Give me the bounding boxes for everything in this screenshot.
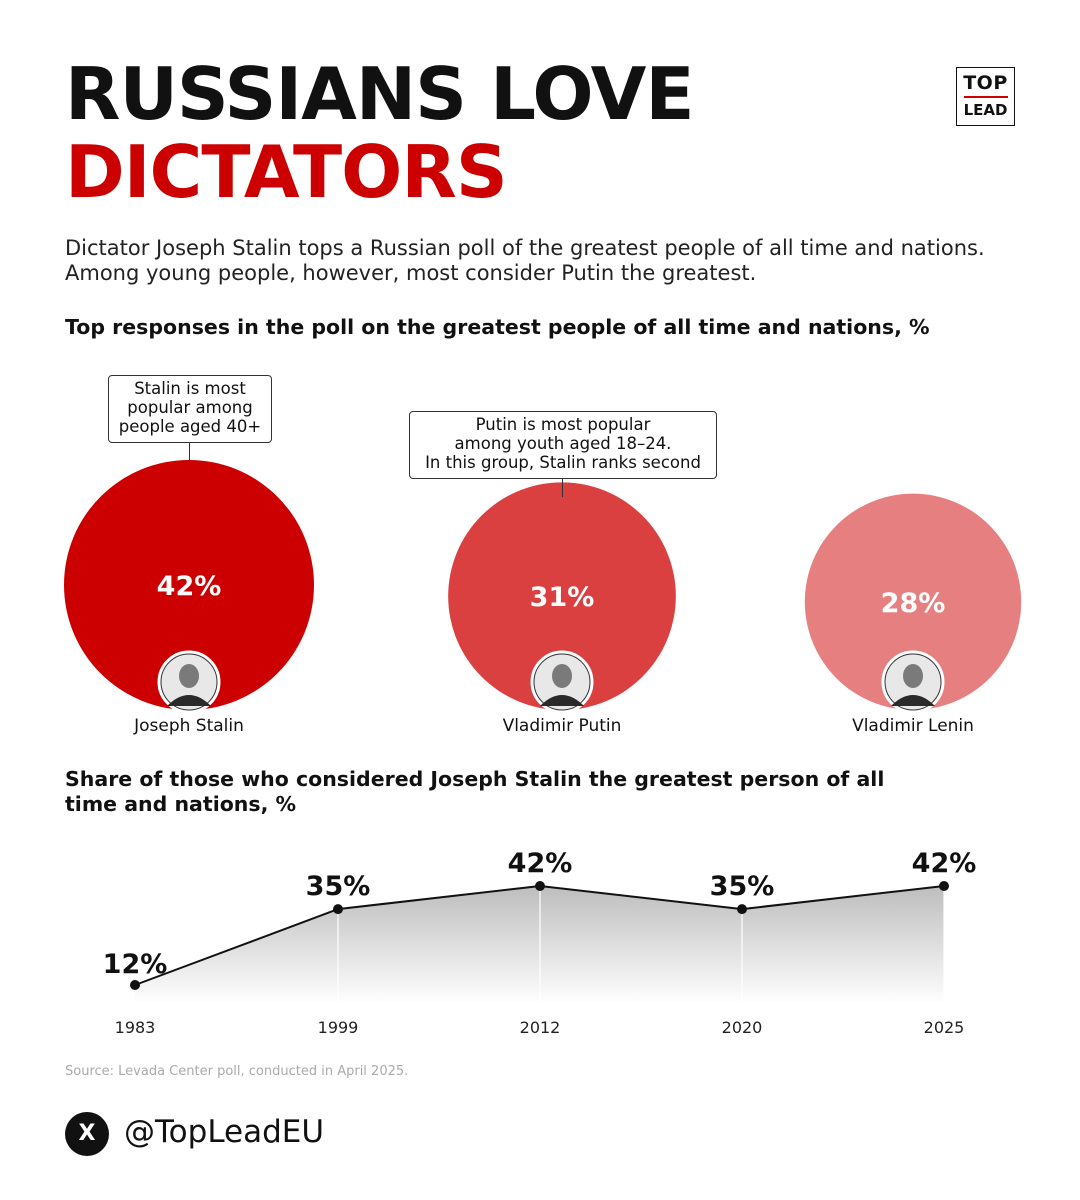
portrait-avatar-1 (530, 650, 594, 714)
logo-bottom-text: LEAD (963, 101, 1008, 119)
callout-putin-line-2: among youth aged 18–24. (454, 434, 672, 453)
year-label-1: 1999 (318, 1018, 359, 1037)
x-logo-icon[interactable]: X (65, 1112, 109, 1156)
callout-stalin: Stalin is most popular among people aged… (108, 375, 272, 443)
bubble-chart-title: Top responses in the poll on the greates… (65, 315, 930, 339)
year-label-2: 2012 (520, 1018, 561, 1037)
person-name-2: Vladimir Lenin (852, 716, 974, 736)
data-point-2 (535, 881, 545, 891)
area-chart-title: Share of those who considered Joseph Sta… (65, 767, 885, 816)
data-point-3 (737, 904, 747, 915)
data-point-1 (333, 904, 343, 915)
callout-putin-line-3: In this group, Stalin ranks second (425, 453, 701, 472)
year-label-4: 2025 (924, 1018, 965, 1037)
logo-top-text: TOP (963, 72, 1008, 94)
area-chart: 12% 1983 35% 1999 42% 2012 35% 2020 42% 2025 (103, 848, 977, 1037)
year-label-0: 1983 (115, 1018, 156, 1037)
portrait-avatar-0 (157, 650, 221, 714)
callout-putin-connector (562, 479, 564, 497)
point-label-3: 35% (710, 871, 775, 902)
person-name-0: Joseph Stalin (133, 716, 244, 736)
data-point-4 (939, 881, 949, 891)
bubble-0 (64, 460, 314, 710)
data-point-0 (130, 980, 140, 990)
social-handle[interactable]: @TopLeadEU (124, 1114, 325, 1150)
callout-stalin-line-1: Stalin is most (134, 379, 246, 398)
year-label-3: 2020 (722, 1018, 763, 1037)
bubble-value-2: 28% (881, 588, 946, 619)
bubble-chart: 42% Joseph Stalin 31% Vladimir Putin 28% Vlad… (64, 460, 1022, 736)
person-name-1: Vladimir Putin (503, 716, 622, 736)
point-label-0: 12% (103, 949, 168, 980)
title-line-2: DICTATORS (65, 130, 508, 214)
callout-stalin-connector (189, 443, 191, 465)
bubble-2 (804, 493, 1022, 710)
bubble-1 (448, 482, 676, 710)
callout-putin: Putin is most popular among youth aged 1… (409, 411, 717, 479)
title-line-1: RUSSIANS LOVE (65, 52, 695, 136)
logo-divider (963, 96, 1008, 98)
bubble-value-1: 31% (530, 582, 595, 613)
portrait-avatar-2 (881, 650, 945, 714)
callout-stalin-line-2: popular among (127, 398, 253, 417)
point-label-2: 42% (508, 848, 573, 879)
point-label-4: 42% (912, 848, 977, 879)
callout-stalin-line-3: people aged 40+ (118, 417, 262, 436)
bubble-value-0: 42% (157, 571, 222, 602)
source-note: Source: Levada Center poll, conducted in… (65, 1064, 409, 1079)
point-label-1: 35% (306, 871, 371, 902)
top-lead-logo: TOP LEAD (956, 67, 1015, 126)
callout-putin-line-1: Putin is most popular (475, 415, 651, 434)
subtitle: Dictator Joseph Stalin tops a Russian po… (65, 236, 985, 285)
